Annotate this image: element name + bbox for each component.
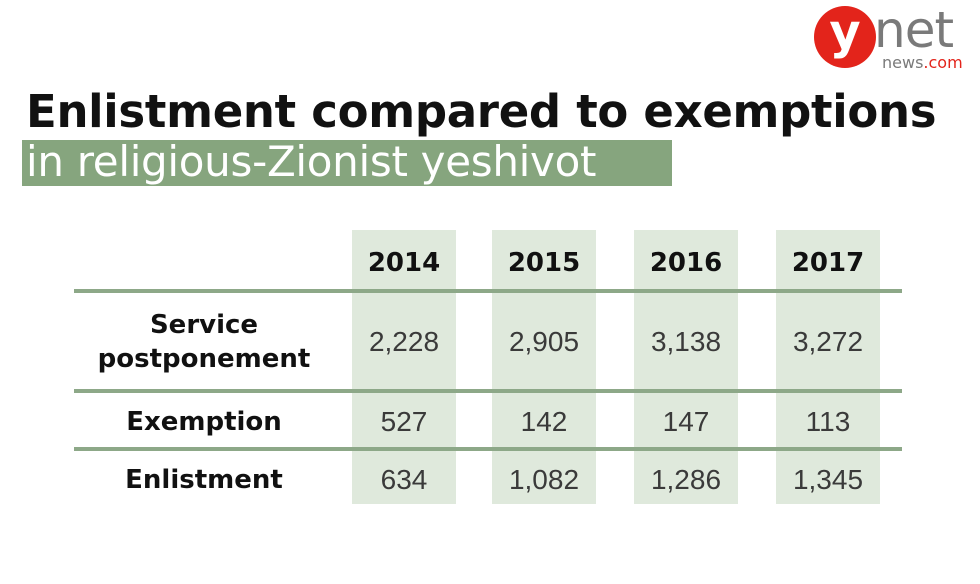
column-header-2016: 2016	[649, 248, 723, 278]
ynet-logo: y net news.com	[812, 1, 972, 74]
table-cell: 2,905	[508, 326, 580, 357]
table-cell: 3,272	[792, 326, 864, 357]
table-cell: 3,138	[650, 326, 722, 357]
table-rule	[74, 289, 902, 293]
row-label: Service	[149, 310, 259, 340]
table-cell: 1,082	[508, 464, 580, 495]
column-bg-2015	[492, 230, 596, 504]
logo-com-text: .com	[923, 53, 963, 72]
logo-circle	[814, 6, 876, 68]
row-label: Enlistment	[125, 465, 283, 495]
table-cell: 527	[380, 406, 428, 437]
column-header-2017: 2017	[791, 248, 865, 278]
table-rule	[74, 447, 902, 451]
row-label: Exemption	[126, 407, 282, 437]
logo-news-text: news	[882, 53, 924, 72]
column-bg-2014	[352, 230, 456, 504]
table-cell: 1,286	[650, 464, 722, 495]
table-rule	[74, 389, 902, 393]
table-cell: 1,345	[792, 464, 864, 495]
logo-news: news.com	[882, 54, 963, 72]
logo-net: net	[874, 1, 954, 59]
table-cell: 142	[520, 406, 568, 437]
subtitle-highlight	[22, 140, 672, 186]
table-cell: 2,228	[368, 326, 440, 357]
row-label: postponement	[97, 344, 311, 374]
chart-subtitle: in religious-Zionist yeshivot	[26, 137, 597, 186]
column-bg-2017	[776, 230, 880, 504]
table-cell: 634	[380, 464, 428, 495]
column-header-2015: 2015	[507, 248, 581, 278]
table-cell: 113	[805, 406, 851, 437]
column-bg-2016	[634, 230, 738, 504]
column-header-2014: 2014	[367, 248, 441, 278]
table-cell: 147	[662, 406, 710, 437]
logo-y: y	[829, 4, 861, 60]
chart-title: Enlistment compared to exemptions	[26, 85, 937, 138]
